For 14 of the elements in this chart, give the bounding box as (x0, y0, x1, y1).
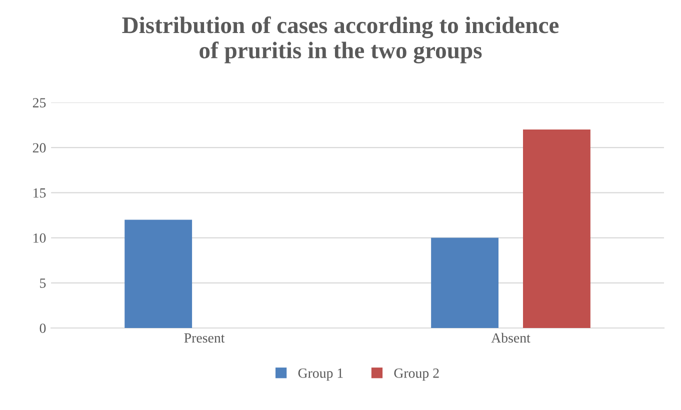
bar (523, 130, 590, 328)
y-tick-label: 10 (34, 233, 46, 243)
x-tick-label: Present (184, 333, 225, 343)
chart-title: Distribution of cases according to incidence of pruritis in the two groups (122, 16, 559, 64)
x-tick-label: Absent (491, 332, 530, 343)
y-tick-label: 15 (34, 188, 46, 198)
legend-label: Group 1 (298, 368, 343, 381)
bar (431, 238, 498, 328)
y-tick-label: 0 (40, 324, 46, 333)
legend-label: Group 2 (394, 368, 439, 381)
bar (124, 220, 192, 328)
y-tick-label: 25 (32, 98, 46, 108)
y-tick-label: 20 (32, 143, 46, 153)
y-tick-label: 5 (40, 278, 46, 288)
